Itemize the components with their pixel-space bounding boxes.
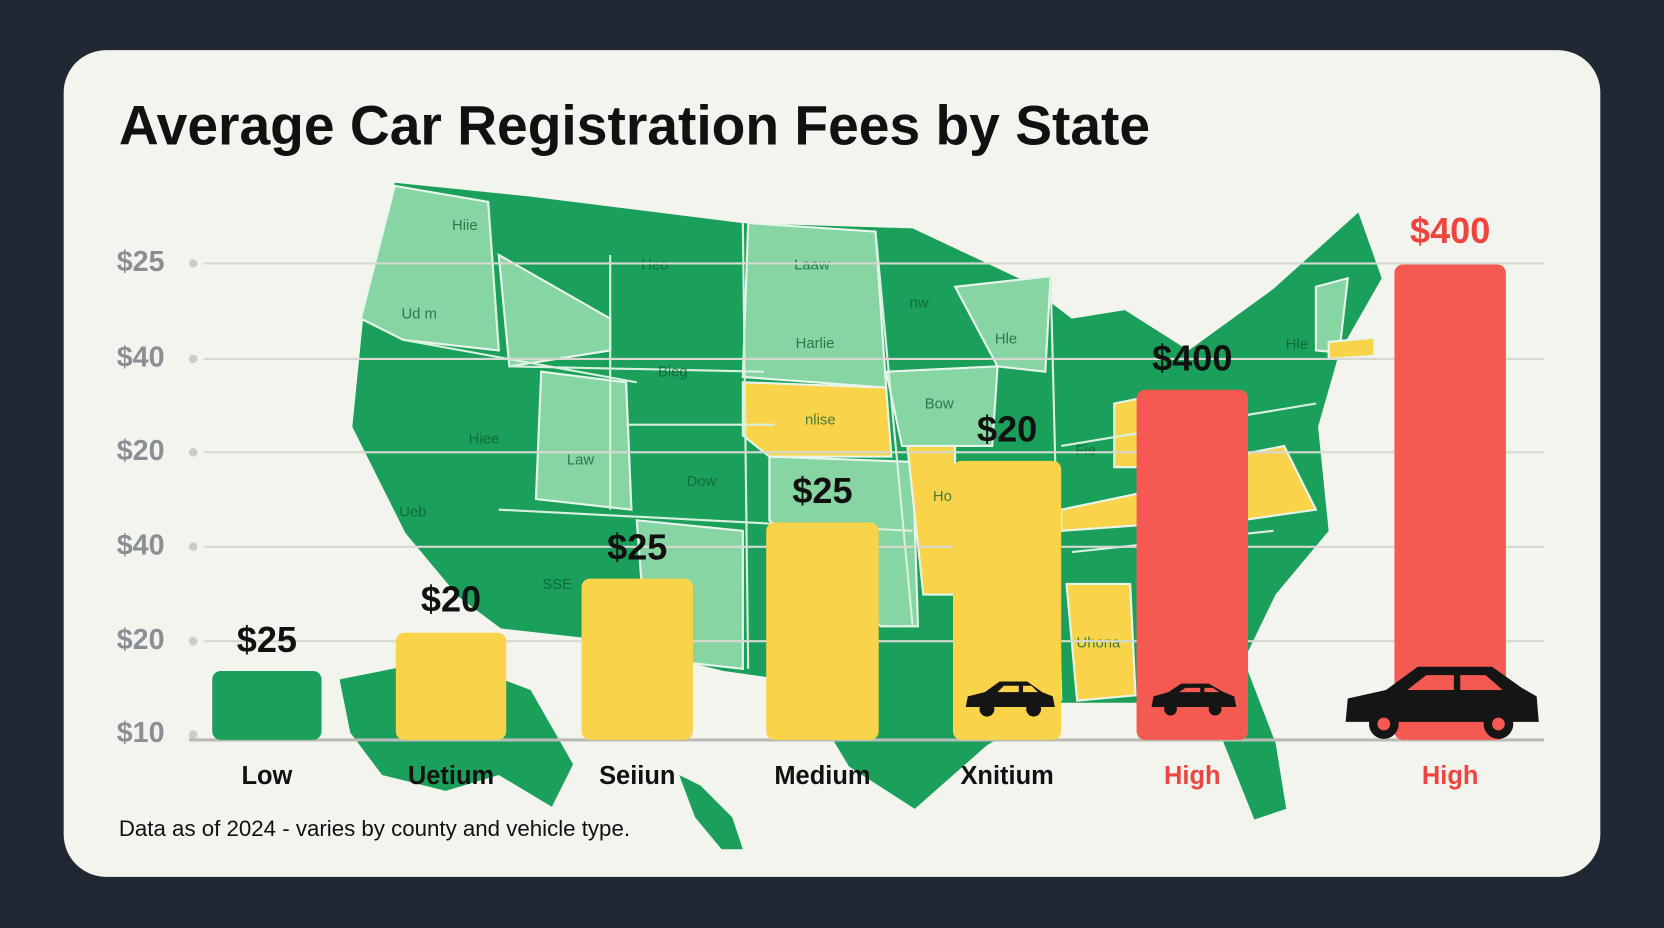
map-label: Uhona: [1076, 635, 1120, 651]
region: [534, 370, 633, 511]
y-label: $25: [117, 246, 165, 278]
map-label: Dow: [687, 474, 717, 490]
map-label: Harlie: [796, 336, 835, 352]
title: Average Car Registration Fees by State: [119, 94, 1150, 156]
map-label: Ud m: [401, 306, 436, 322]
footnote: Data as of 2024 - varies by county and v…: [119, 816, 630, 841]
y-dot: [188, 542, 198, 552]
category-label: Xnitium: [960, 762, 1053, 790]
map-label: Hle: [995, 332, 1017, 348]
y-label: $20: [117, 435, 165, 467]
region: [1327, 336, 1376, 361]
car-icons: [965, 666, 1539, 739]
map-label: nw: [910, 296, 929, 312]
map-label: Fie: [1075, 443, 1096, 459]
region: [741, 221, 888, 389]
bar-value-label: $25: [607, 526, 667, 567]
category-label: Uetium: [408, 762, 494, 790]
bar: [1394, 264, 1506, 740]
bar: [581, 578, 693, 740]
y-label: $10: [117, 717, 165, 749]
category-label: Seiiun: [599, 762, 675, 790]
y-label: $20: [117, 624, 165, 656]
map-label: nlise: [805, 412, 836, 428]
bar-value-label: $20: [421, 578, 481, 619]
category-label: High: [1422, 762, 1479, 790]
map-label: SSE: [542, 577, 572, 593]
y-dot: [188, 448, 198, 457]
map-label: Hiie: [452, 218, 478, 234]
map-label: Law: [567, 453, 595, 469]
car-icon: [965, 681, 1055, 717]
map-label: Bow: [925, 396, 954, 412]
bars: $25 Low $20 Uetium $25 Seiiun $25 Medium $20 Xnit…: [212, 210, 1506, 790]
bar-value-label: $25: [237, 619, 297, 660]
region: [884, 365, 999, 448]
map-labels: Hiie Heo Laaw Ud m nw Harlie Bieg Hle Hle nlise Bo…: [399, 218, 1308, 651]
category-label: High: [1164, 762, 1221, 790]
car-icon: [1345, 666, 1539, 739]
y-label: $40: [117, 342, 165, 374]
region: [953, 274, 1052, 373]
bar-value-label: $400: [1410, 210, 1490, 251]
region: [359, 184, 500, 352]
bar: [1136, 389, 1248, 740]
category-label: Low: [241, 762, 292, 790]
y-label: $40: [117, 529, 165, 561]
map-label: Laaw: [794, 257, 830, 273]
map-label: Heo: [641, 257, 668, 273]
y-dot: [188, 636, 198, 646]
y-dot: [188, 730, 198, 739]
y-dot: [188, 259, 198, 268]
map-label: Ho: [933, 489, 952, 505]
bar: [766, 522, 879, 740]
bar: [952, 460, 1062, 740]
map-label: Hle: [1286, 337, 1308, 353]
car-icon: [1151, 683, 1237, 716]
bar-value-label: $20: [977, 409, 1037, 450]
bar-value-label: $400: [1152, 338, 1232, 379]
map-label: Ueb: [399, 505, 426, 521]
bar: [212, 670, 322, 740]
category-label: Medium: [774, 762, 870, 790]
hawaii: [679, 774, 743, 850]
map-label: Bieg: [658, 365, 688, 381]
bar: [395, 632, 507, 740]
bar-value-label: $25: [792, 470, 852, 511]
map-label: Hiee: [469, 432, 500, 448]
region: [741, 381, 893, 458]
y-dot: [188, 354, 198, 364]
